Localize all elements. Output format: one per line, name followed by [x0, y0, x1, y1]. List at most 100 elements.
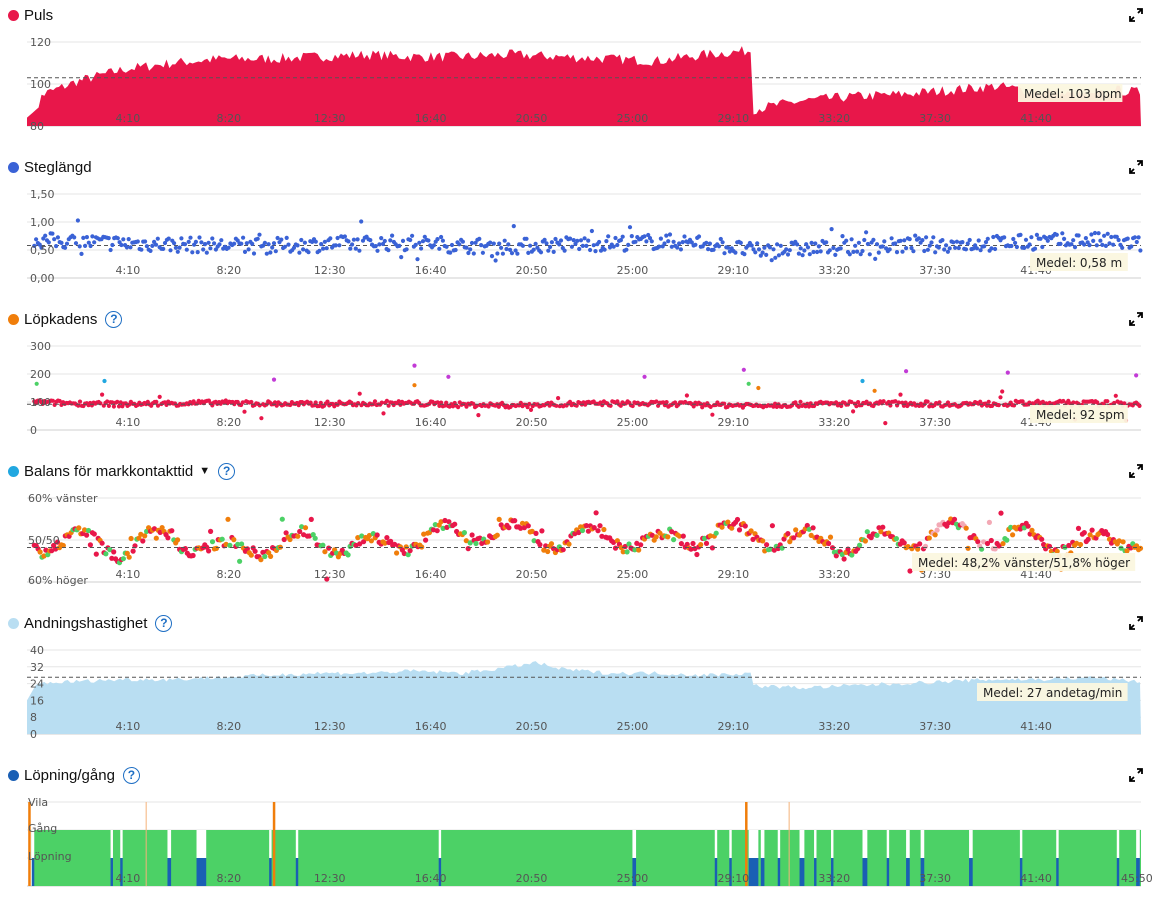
- expand-arrows-icon[interactable]: [1129, 160, 1143, 174]
- balans-point: [438, 519, 444, 525]
- steglangd-point: [422, 234, 427, 239]
- steglangd-point: [302, 240, 307, 245]
- lopkadens-point: [903, 400, 908, 405]
- steglangd-point: [143, 239, 148, 244]
- steglangd-point: [649, 239, 654, 244]
- lopkadens-point: [630, 403, 635, 409]
- steglangd-point: [431, 243, 436, 248]
- steglangd-point: [575, 238, 580, 243]
- steglangd-point: [818, 249, 823, 254]
- steglangd-point: [110, 242, 115, 248]
- steglangd-point: [471, 251, 476, 256]
- steglangd-point: [548, 244, 553, 250]
- balans-point: [880, 524, 886, 530]
- x-tick-label: 8:20: [216, 264, 241, 277]
- lopkadens-point: [439, 400, 444, 405]
- balans-point: [219, 536, 225, 542]
- run-segment: [799, 858, 805, 886]
- steglangd-point: [776, 253, 782, 258]
- steglangd-point: [295, 243, 300, 248]
- x-tick-label: 33:20: [818, 568, 850, 581]
- lopkadens-point: [435, 400, 440, 405]
- steglangd-point: [264, 251, 269, 256]
- steglangd-point: [241, 235, 246, 240]
- balans-point: [297, 528, 303, 535]
- lopkadens-point: [476, 413, 481, 418]
- steglangd-point: [787, 248, 792, 253]
- x-tick-label: 12:30: [314, 264, 346, 277]
- balans-point: [432, 522, 438, 528]
- run-segment: [1116, 858, 1120, 886]
- balans-point: [649, 532, 655, 538]
- lopkadens-outlier: [271, 377, 277, 382]
- steglangd-point: [497, 241, 502, 246]
- steglangd-point: [1092, 230, 1098, 236]
- balans-point: [231, 537, 237, 543]
- steglangd-point: [1109, 234, 1114, 240]
- steglangd-point: [1116, 237, 1121, 243]
- steglangd-point: [1002, 235, 1007, 240]
- steglangd-point: [115, 236, 120, 241]
- question-circle-icon[interactable]: ?: [105, 310, 123, 328]
- steglangd-point: [1125, 236, 1130, 241]
- steglangd-point: [355, 237, 360, 242]
- steglangd-point: [208, 246, 213, 251]
- steglangd-point: [989, 246, 994, 251]
- walk-gap: [1019, 830, 1023, 858]
- expand-arrows-icon[interactable]: [1129, 8, 1143, 22]
- steglangd-point: [202, 242, 208, 247]
- balans-point: [893, 536, 900, 542]
- steglangd-point: [197, 235, 202, 240]
- steglangd-point: [771, 247, 776, 252]
- balans-point: [421, 531, 427, 537]
- steglangd-point: [893, 241, 898, 246]
- steglangd-point: [1114, 234, 1119, 239]
- steglangd-point: [144, 244, 149, 249]
- balans-point: [446, 519, 452, 525]
- steglangd-point: [460, 239, 465, 244]
- steglangd-point: [273, 249, 278, 254]
- steglangd-point: [106, 236, 111, 241]
- expand-arrows-icon[interactable]: [1129, 616, 1143, 630]
- question-circle-icon[interactable]: ?: [122, 766, 140, 784]
- balans-point: [1075, 525, 1082, 532]
- lopning-title-label: Löpning/gång: [24, 766, 115, 784]
- balans-point: [506, 525, 512, 531]
- steglangd-point: [597, 239, 602, 245]
- steglangd-point: [667, 232, 673, 237]
- x-tick-label: 29:10: [717, 416, 749, 429]
- caret-down-icon[interactable]: ▼: [199, 465, 211, 477]
- steglangd-point: [509, 251, 515, 256]
- balans-point: [283, 530, 289, 536]
- run-segment: [714, 858, 718, 886]
- steglangd-point: [657, 244, 662, 249]
- steglangd-point: [1094, 243, 1099, 248]
- run-segment: [969, 858, 973, 886]
- steglangd-point: [1018, 232, 1023, 237]
- balans-point: [407, 548, 413, 554]
- run-segment: [748, 858, 759, 886]
- steglangd-point: [324, 246, 329, 251]
- steglangd-point: [965, 241, 970, 246]
- x-tick-label: 16:40: [415, 416, 447, 429]
- expand-arrows-icon[interactable]: [1129, 312, 1143, 326]
- balans-point: [951, 516, 958, 522]
- lopkadens-point: [615, 399, 620, 404]
- steglangd-point: [1089, 232, 1094, 237]
- lopkadens-outlier: [642, 374, 647, 379]
- question-circle-icon[interactable]: ?: [155, 614, 173, 632]
- steglangd-point: [437, 246, 442, 251]
- steglangd-point: [773, 255, 778, 260]
- lopkadens-point: [437, 403, 442, 408]
- steglangd-point: [947, 246, 952, 251]
- expand-arrows-icon[interactable]: [1129, 464, 1143, 478]
- question-circle-icon[interactable]: ?: [218, 462, 236, 480]
- steglangd-point: [199, 240, 204, 245]
- steglangd-point: [807, 252, 812, 257]
- steglangd-point: [853, 243, 858, 248]
- expand-arrows-icon[interactable]: [1129, 768, 1143, 782]
- x-tick-label: 4:10: [116, 416, 141, 429]
- steglangd-point: [562, 248, 567, 253]
- lopkadens-outlier: [756, 385, 761, 391]
- run-segment: [632, 858, 637, 886]
